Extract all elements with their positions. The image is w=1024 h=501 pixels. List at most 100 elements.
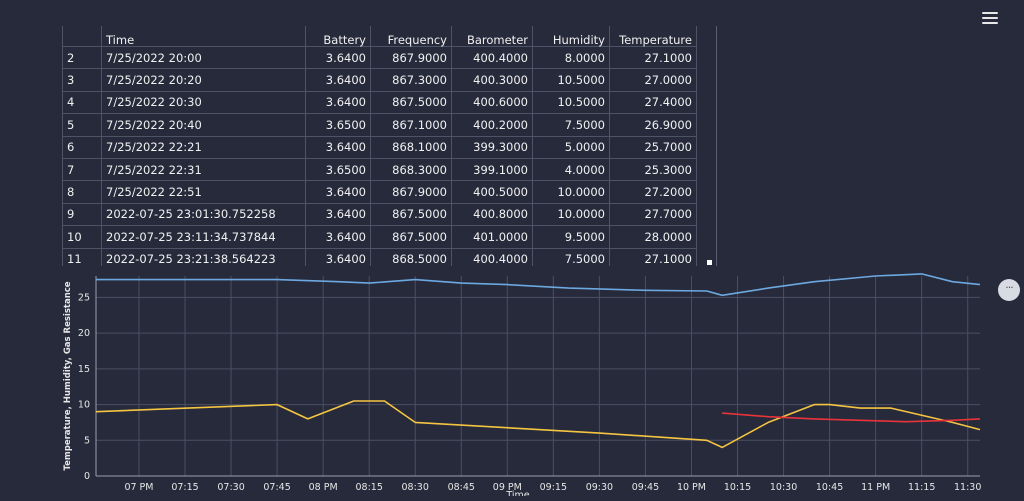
temperature-cell: 27.2000 [609,180,697,204]
humidity-cell: 10.5000 [532,90,610,115]
y-axis-label: Temperature, Humidity, Gas Resistance [63,281,73,470]
battery-cell: 3.6400 [305,225,371,249]
time-cell: 7/25/2022 22:51 [101,180,306,204]
barometer-cell: 400.6000 [451,90,533,115]
table-row[interactable]: 9 2022-07-25 23:01:30.752258 3.6400 867.500… [62,202,697,227]
data-table: Time Battery Frequency Barometer Humidit… [62,26,697,266]
x-tick-label: 10:15 [724,482,751,493]
barometer-cell: 400.2000 [451,113,533,137]
column-header-battery[interactable]: Battery [305,26,371,47]
row-index: 2 [62,45,102,70]
table-row[interactable]: 2 7/25/2022 20:00 3.6400 867.9000 400.4000 8.… [62,45,697,70]
line-chart: 0 5 10 15 20 25 07 PM 07:15 07:30 07:45 08 PM 08:15… [60,272,988,501]
y-tick-label: 20 [78,328,90,339]
barometer-cell: 401.0000 [451,225,533,249]
time-cell: 2022-07-25 23:01:30.752258 [101,202,306,227]
barometer-cell: 400.8000 [451,202,533,227]
humidity-cell: 7.5000 [532,113,610,137]
column-header-temperature[interactable]: Temperature [609,26,697,47]
x-tick-label: 09:15 [540,482,567,493]
table-row[interactable]: 6 7/25/2022 22:21 3.6400 868.1000 399.3000 5.… [62,135,697,159]
x-tick-label: 08 PM [309,482,338,493]
x-tick-label: 08:45 [448,482,475,493]
temperature-cell: 27.1000 [609,247,697,266]
hamburger-menu-icon[interactable] [982,12,998,26]
column-header-humidity[interactable]: Humidity [532,26,610,47]
battery-cell: 3.6400 [305,247,371,266]
column-header-index[interactable] [62,26,102,47]
frequency-cell: 868.3000 [370,157,452,182]
x-tick-label: 09 PM [493,482,522,493]
row-index: 6 [62,135,102,159]
humidity-cell: 7.5000 [532,247,610,266]
table-row[interactable]: 8 7/25/2022 22:51 3.6400 867.9000 400.5000 10… [62,180,697,204]
table-row[interactable]: 4 7/25/2022 20:30 3.6400 867.5000 400.6000 10… [62,90,697,115]
x-tick-label: 11:15 [908,482,935,493]
temperature-cell: 26.9000 [609,113,697,137]
battery-cell: 3.6400 [305,90,371,115]
barometer-cell: 400.4000 [451,45,533,70]
x-tick-label: 10:45 [816,482,843,493]
frequency-cell: 867.9000 [370,45,452,70]
table-row[interactable]: 5 7/25/2022 20:40 3.6500 867.1000 400.2000 7.… [62,113,697,137]
x-tick-label: 08:30 [402,482,429,493]
row-index: 5 [62,113,102,137]
table-row[interactable]: 11 2022-07-25 23:21:38.564223 3.6400 868.50… [62,247,697,266]
time-cell: 2022-07-25 23:11:34.737844 [101,225,306,249]
table-row[interactable]: 3 7/25/2022 20:20 3.6400 867.3000 400.3000 10… [62,68,697,92]
table-header-row: Time Battery Frequency Barometer Humidit… [62,26,697,47]
temperature-cell: 25.7000 [609,135,697,159]
x-tick-label: 11 PM [861,482,890,493]
temperature-cell: 27.7000 [609,202,697,227]
row-index: 7 [62,157,102,182]
barometer-cell: 400.5000 [451,180,533,204]
humidity-cell: 4.0000 [532,157,610,182]
x-tick-label: 07:30 [217,482,244,493]
humidity-cell: 5.0000 [532,135,610,159]
row-index: 4 [62,90,102,115]
time-cell: 7/25/2022 20:40 [101,113,306,137]
time-cell: 7/25/2022 22:31 [101,157,306,182]
battery-cell: 3.6400 [305,68,371,92]
battery-cell: 3.6400 [305,202,371,227]
battery-cell: 3.6400 [305,180,371,204]
humidity-cell: 9.5000 [532,225,610,249]
column-header-time[interactable]: Time [101,26,306,47]
barometer-cell: 399.3000 [451,135,533,159]
data-table-container[interactable]: Time Battery Frequency Barometer Humidit… [62,26,717,266]
x-tick-label: 10 PM [677,482,706,493]
more-options-button[interactable]: ··· [998,279,1020,301]
y-tick-label: 5 [84,435,90,446]
column-header-frequency[interactable]: Frequency [370,26,452,47]
y-tick-label: 15 [78,364,90,375]
battery-cell: 3.6500 [305,157,371,182]
x-tick-label: 07:15 [171,482,198,493]
time-cell: 7/25/2022 20:20 [101,68,306,92]
temperature-cell: 28.0000 [609,225,697,249]
barometer-cell: 400.4000 [451,247,533,266]
row-index: 8 [62,180,102,204]
column-header-barometer[interactable]: Barometer [451,26,533,47]
frequency-cell: 868.5000 [370,247,452,266]
humidity-cell: 8.0000 [532,45,610,70]
frequency-cell: 867.1000 [370,113,452,137]
time-cell: 7/25/2022 20:30 [101,90,306,115]
y-tick-label: 10 [78,400,90,411]
x-axis-label: Time [505,490,529,496]
x-tick-label: 07 PM [124,482,153,493]
table-resize-handle[interactable] [707,260,712,265]
frequency-cell: 867.3000 [370,68,452,92]
series-line-2 [722,412,981,423]
temperature-cell: 27.4000 [609,90,697,115]
y-tick-label: 25 [78,292,90,303]
x-tick-label: 09:30 [586,482,613,493]
frequency-cell: 867.5000 [370,90,452,115]
frequency-cell: 867.5000 [370,225,452,249]
time-cell: 2022-07-25 23:21:38.564223 [101,247,306,266]
table-row[interactable]: 7 7/25/2022 22:31 3.6500 868.3000 399.1000 4.… [62,157,697,182]
table-row[interactable]: 10 2022-07-25 23:11:34.737844 3.6400 867.50… [62,225,697,249]
row-index: 9 [62,202,102,227]
series-line-1 [95,400,981,449]
temperature-cell: 25.3000 [609,157,697,182]
x-tick-label: 10:30 [770,482,797,493]
